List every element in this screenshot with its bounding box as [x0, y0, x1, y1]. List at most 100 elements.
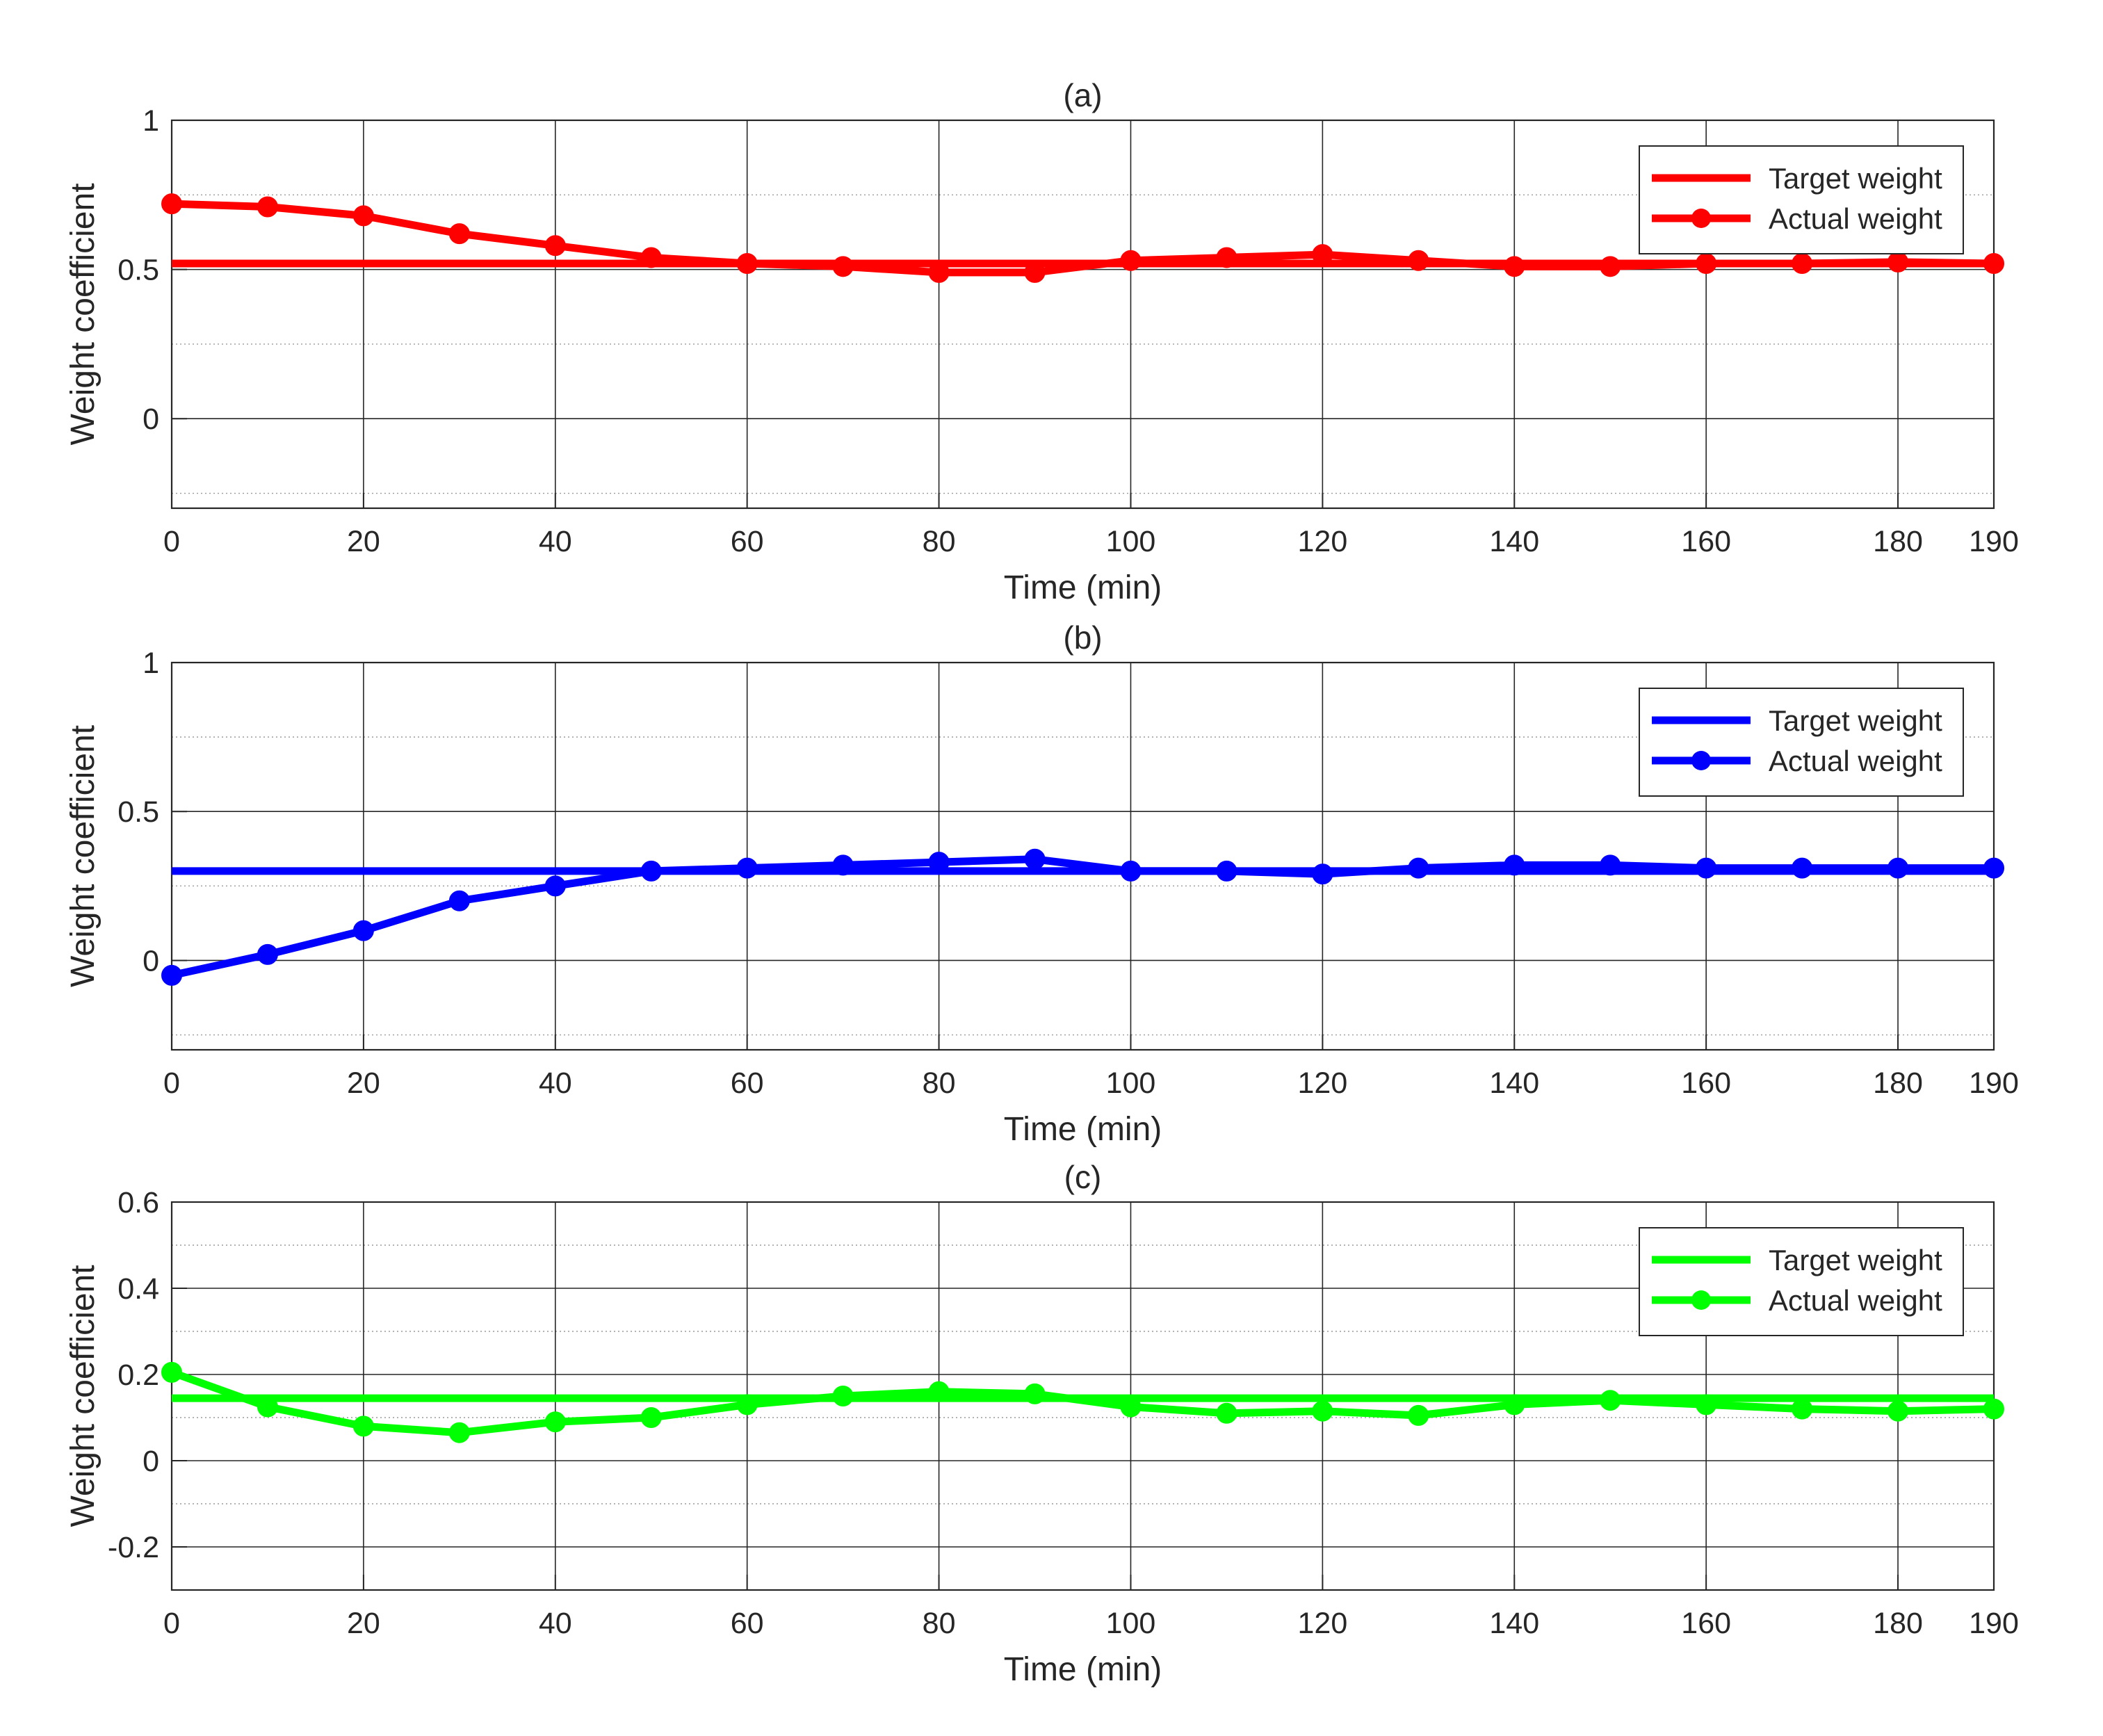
data-point-actual-weight	[257, 196, 278, 218]
data-point-actual-weight	[1504, 256, 1525, 277]
data-point-actual-weight	[448, 890, 470, 911]
data-point-actual-weight	[1120, 1396, 1142, 1418]
data-point-actual-weight	[1983, 857, 2004, 879]
x-tick-label: 190	[1969, 1066, 2019, 1100]
chart-panel-b: 0 20 40 60 80 100 120 140 160 180 190 0 0.5 1 (b) Time …	[65, 619, 2019, 1148]
data-point-actual-weight	[1312, 244, 1333, 266]
legend: Target weight Actual weight	[1639, 1227, 1964, 1336]
y-tick-label: 0	[143, 403, 159, 436]
data-point-actual-weight	[1696, 857, 1717, 879]
x-tick-label: 120	[1297, 1066, 1347, 1100]
x-tick-label: 40	[539, 1607, 572, 1640]
x-tick-label: 160	[1681, 1607, 1731, 1640]
x-tick-label: 0	[163, 1066, 180, 1100]
x-axis-label: Time (min)	[1004, 569, 1162, 606]
x-tick-label: 140	[1489, 1066, 1539, 1100]
chart-title: (c)	[1064, 1159, 1102, 1195]
y-tick-label: 0	[143, 1445, 159, 1478]
x-tick-label: 190	[1969, 525, 2019, 558]
data-point-actual-weight	[448, 223, 470, 245]
data-point-actual-weight	[1504, 854, 1525, 876]
data-point-actual-weight	[640, 247, 662, 268]
data-point-actual-weight	[832, 854, 854, 876]
y-tick-label: 0.6	[117, 1186, 159, 1219]
axes-box	[170, 661, 1995, 1051]
data-point-actual-weight	[640, 1407, 662, 1428]
data-point-actual-weight	[161, 964, 182, 986]
data-point-actual-weight	[1312, 1400, 1333, 1422]
data-point-actual-weight	[161, 193, 182, 215]
data-point-actual-weight	[1792, 1398, 1813, 1420]
x-tick-label: 120	[1297, 1607, 1347, 1640]
data-point-actual-weight	[1120, 250, 1142, 271]
legend-label-actual-weight: Actual weight	[1769, 745, 1942, 777]
legend-label-target-weight: Target weight	[1769, 162, 1942, 195]
x-tick-label: 140	[1489, 525, 1539, 558]
x-tick-label: 190	[1969, 1607, 2019, 1640]
data-point-actual-weight	[1504, 1394, 1525, 1415]
data-point-actual-weight	[448, 1422, 470, 1443]
data-point-actual-weight	[832, 256, 854, 277]
data-point-actual-weight	[1216, 1402, 1237, 1424]
legend-label-actual-weight: Actual weight	[1769, 1284, 1942, 1317]
x-tick-label: 180	[1873, 525, 1923, 558]
x-tick-label: 20	[347, 1066, 380, 1100]
y-axis-label: Weight coefficient	[65, 1265, 102, 1527]
legend-box	[1639, 145, 1964, 254]
data-point-actual-weight	[544, 1411, 566, 1433]
data-point-actual-weight	[161, 1361, 182, 1383]
y-tick-label: 0.5	[117, 254, 159, 287]
series-line-actual-weight	[168, 855, 1998, 980]
x-tick-label: 20	[347, 1607, 380, 1640]
x-tick-label: 180	[1873, 1607, 1923, 1640]
legend-marker-actual-weight	[1691, 209, 1711, 228]
data-point-actual-weight	[352, 920, 374, 941]
data-point-actual-weight	[1600, 854, 1621, 876]
data-point-actual-weight	[736, 253, 758, 275]
x-tick-label: 60	[731, 525, 764, 558]
data-point-actual-weight	[1024, 261, 1046, 283]
data-point-actual-weight	[928, 852, 950, 873]
data-point-actual-weight	[1792, 253, 1813, 275]
data-point-actual-weight	[1408, 857, 1429, 879]
data-point-actual-weight	[1983, 253, 2004, 275]
data-point-actual-weight	[1792, 857, 1813, 879]
x-tick-label: 160	[1681, 1066, 1731, 1100]
y-tick-label: 0.2	[117, 1358, 159, 1392]
data-point-actual-weight	[1696, 1394, 1717, 1415]
x-tick-label: 20	[347, 525, 380, 558]
x-tick-label: 40	[539, 525, 572, 558]
x-tick-label: 100	[1106, 525, 1156, 558]
data-point-actual-weight	[1024, 1383, 1046, 1404]
data-point-actual-weight	[1600, 1390, 1621, 1411]
data-point-actual-weight	[640, 860, 662, 882]
chart-panel-c: 0 20 40 60 80 100 120 140 160 180 190 -0.2 0 0.2 0.4 0.…	[65, 1159, 2019, 1688]
y-tick-label: 0.4	[117, 1272, 159, 1306]
x-axis-label: Time (min)	[1004, 1111, 1162, 1148]
data-point-actual-weight	[352, 1415, 374, 1437]
data-point-actual-weight	[1216, 247, 1237, 268]
chart-title: (a)	[1063, 77, 1102, 113]
data-point-actual-weight	[736, 857, 758, 879]
y-axis-label: Weight coefficient	[65, 183, 102, 445]
x-axis-label: Time (min)	[1004, 1651, 1162, 1688]
data-point-actual-weight	[352, 205, 374, 227]
legend-marker-actual-weight	[1691, 751, 1711, 770]
y-tick-label: -0.2	[108, 1531, 159, 1564]
data-point-actual-weight	[1216, 860, 1237, 882]
series-line-actual-weight	[168, 200, 1998, 277]
data-point-actual-weight	[1887, 251, 1909, 273]
data-point-actual-weight	[928, 261, 950, 283]
x-tick-label: 140	[1489, 1607, 1539, 1640]
x-tick-label: 100	[1106, 1066, 1156, 1100]
x-tick-label: 40	[539, 1066, 572, 1100]
legend-marker-actual-weight	[1691, 1290, 1711, 1310]
data-point-actual-weight	[257, 1396, 278, 1418]
y-tick-label: 1	[143, 647, 159, 680]
axes-box	[170, 119, 1995, 510]
data-point-actual-weight	[1408, 250, 1429, 271]
x-tick-label: 60	[731, 1066, 764, 1100]
legend-box	[1639, 1227, 1964, 1336]
x-tick-label: 160	[1681, 525, 1731, 558]
